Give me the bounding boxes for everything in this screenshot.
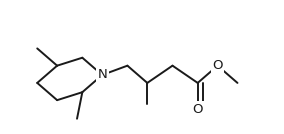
Text: O: O (212, 59, 223, 72)
Text: N: N (97, 68, 107, 81)
Text: O: O (193, 103, 203, 116)
